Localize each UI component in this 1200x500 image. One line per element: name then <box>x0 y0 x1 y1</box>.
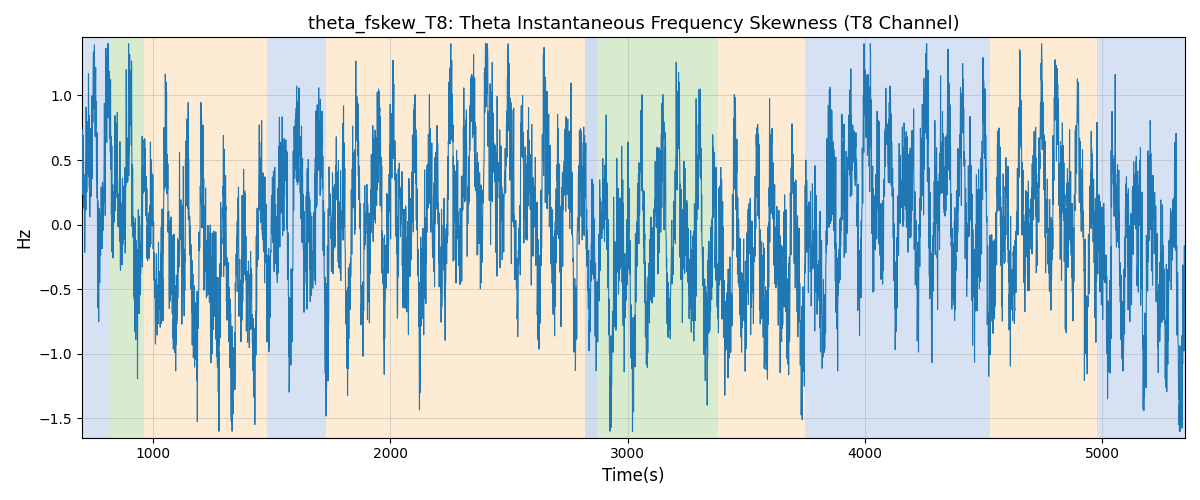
Bar <box>596 38 718 438</box>
Bar <box>266 38 326 438</box>
Bar <box>584 38 596 438</box>
Bar <box>144 38 266 438</box>
X-axis label: Time(s): Time(s) <box>602 467 665 485</box>
Bar <box>990 38 1097 438</box>
Bar <box>1097 38 1186 438</box>
Bar <box>326 38 584 438</box>
Title: theta_fskew_T8: Theta Instantaneous Frequency Skewness (T8 Channel): theta_fskew_T8: Theta Instantaneous Freq… <box>307 15 959 34</box>
Y-axis label: Hz: Hz <box>14 227 32 248</box>
Bar <box>718 38 805 438</box>
Bar <box>805 38 990 438</box>
Bar <box>82 38 110 438</box>
Bar <box>110 38 144 438</box>
